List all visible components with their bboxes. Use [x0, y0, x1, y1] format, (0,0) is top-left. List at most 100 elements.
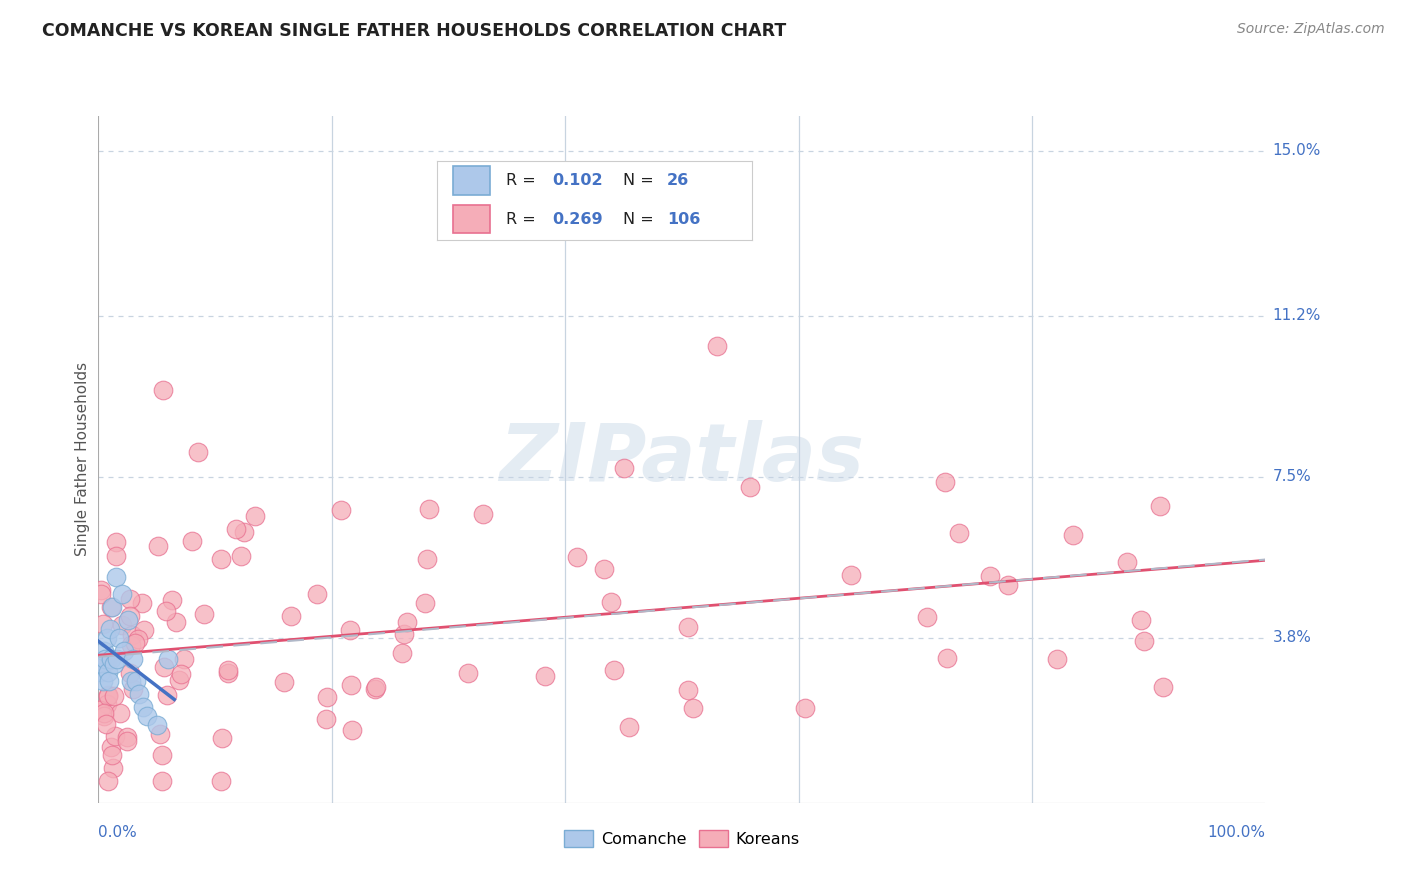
Point: [111, 587, 134, 601]
Point: [232, 524, 254, 539]
Point: [96, 631, 118, 645]
Point: [91, 674, 114, 689]
Point: [89, 702, 111, 716]
Point: [682, 700, 704, 714]
Point: [101, 761, 124, 775]
Y-axis label: Single Father Households: Single Father Households: [75, 362, 90, 557]
Point: [120, 638, 142, 652]
Point: [915, 610, 938, 624]
Point: [98, 622, 121, 636]
Point: [678, 683, 700, 698]
Point: [617, 720, 640, 734]
Point: [592, 562, 614, 576]
FancyBboxPatch shape: [453, 166, 491, 194]
Point: [108, 706, 131, 721]
Point: [97, 665, 120, 680]
Text: N =: N =: [623, 211, 658, 227]
Point: [225, 522, 247, 536]
Point: [122, 681, 145, 696]
Point: [1152, 681, 1174, 695]
Text: N =: N =: [623, 173, 658, 188]
Point: [90, 582, 112, 597]
Text: 7.5%: 7.5%: [1272, 469, 1312, 484]
Point: [1132, 634, 1154, 648]
Text: 100.0%: 100.0%: [1208, 825, 1265, 840]
Point: [118, 666, 141, 681]
Point: [117, 613, 139, 627]
Point: [209, 774, 232, 789]
Point: [115, 734, 138, 748]
Point: [396, 615, 419, 630]
Point: [457, 665, 479, 680]
Point: [121, 628, 143, 642]
Point: [152, 383, 174, 397]
Point: [173, 651, 195, 665]
Point: [104, 729, 127, 743]
Point: [100, 600, 122, 615]
Point: [1046, 652, 1069, 666]
Point: [307, 587, 329, 601]
Text: R =: R =: [506, 173, 541, 188]
Point: [364, 682, 387, 697]
Point: [124, 636, 146, 650]
Text: 3.8%: 3.8%: [1272, 630, 1312, 645]
Point: [108, 631, 131, 645]
Point: [231, 549, 253, 563]
Point: [93, 706, 115, 721]
Point: [97, 689, 120, 703]
Point: [101, 747, 124, 762]
Point: [97, 689, 120, 703]
Text: 0.102: 0.102: [551, 173, 603, 188]
Point: [120, 591, 142, 606]
Point: [96, 697, 118, 711]
Point: [112, 643, 135, 657]
Point: [187, 444, 209, 458]
Point: [155, 688, 177, 702]
Point: [150, 747, 173, 762]
Point: [193, 607, 215, 621]
Point: [157, 652, 180, 666]
Point: [218, 663, 240, 677]
Text: R =: R =: [506, 211, 541, 227]
Text: 26: 26: [666, 173, 689, 188]
Point: [340, 723, 363, 737]
Point: [100, 652, 122, 666]
FancyBboxPatch shape: [453, 205, 491, 234]
Point: [1062, 527, 1084, 541]
Point: [125, 674, 148, 689]
Point: [104, 549, 127, 564]
Point: [103, 657, 125, 671]
Point: [211, 731, 233, 746]
Point: [979, 569, 1001, 583]
Point: [217, 666, 239, 681]
Point: [90, 657, 112, 671]
Point: [132, 623, 155, 637]
Text: ZIPatlas: ZIPatlas: [499, 420, 865, 499]
Point: [245, 508, 267, 523]
Point: [122, 652, 145, 666]
Point: [280, 608, 302, 623]
Point: [738, 480, 761, 494]
Point: [167, 673, 190, 687]
Point: [612, 461, 634, 475]
Point: [149, 727, 172, 741]
Point: [180, 533, 202, 548]
Point: [111, 617, 134, 632]
Point: [603, 663, 626, 677]
Point: [100, 740, 122, 755]
Point: [96, 654, 118, 668]
Point: [418, 501, 440, 516]
Point: [565, 549, 588, 564]
Point: [165, 615, 187, 630]
Point: [120, 674, 142, 689]
Point: [90, 657, 112, 671]
Point: [1130, 613, 1153, 627]
Point: [676, 620, 699, 634]
Point: [948, 526, 970, 541]
Point: [600, 595, 623, 609]
Point: [170, 667, 193, 681]
Point: [115, 731, 138, 745]
Point: [273, 674, 295, 689]
Point: [934, 475, 956, 490]
Point: [136, 709, 159, 723]
